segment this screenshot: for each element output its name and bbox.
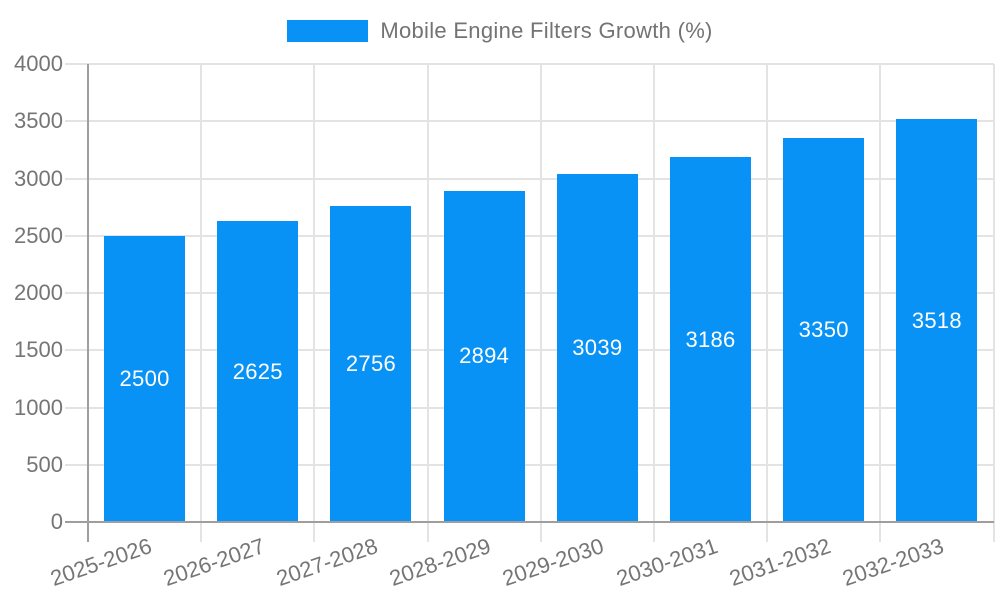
x-gridline — [879, 64, 882, 542]
y-gridline — [65, 406, 994, 409]
bar[interactable]: 2625 — [217, 221, 299, 522]
bar-value-label: 2756 — [345, 351, 397, 377]
bar[interactable]: 2500 — [104, 235, 186, 522]
y-tick-label: 3000 — [14, 165, 63, 191]
y-tick-label: 2000 — [14, 280, 63, 305]
y-gridline — [65, 292, 994, 294]
y-tick-label: 3500 — [14, 108, 63, 134]
legend-swatch — [287, 20, 369, 42]
bar-value-label: 2625 — [232, 358, 283, 384]
y-tick-label: 4000 — [14, 51, 63, 76]
y-gridline — [65, 177, 994, 180]
x-gridline — [313, 64, 316, 542]
x-gridline — [200, 64, 203, 542]
y-tick-label: 2500 — [14, 222, 63, 248]
bar-value-label: 3518 — [911, 307, 962, 333]
bar[interactable]: 3350 — [783, 138, 865, 522]
y-gridline — [65, 234, 994, 237]
y-gridline — [65, 463, 994, 466]
y-tick-label: 1000 — [14, 394, 63, 420]
x-axis-line — [65, 521, 994, 523]
legend[interactable]: Mobile Engine Filters Growth (%) — [0, 18, 1000, 44]
bar[interactable]: 2756 — [330, 206, 412, 522]
y-gridline — [65, 349, 994, 352]
bar[interactable]: 3518 — [896, 119, 978, 522]
x-gridline — [539, 64, 542, 542]
x-gridline — [992, 64, 995, 542]
y-gridline — [65, 63, 994, 65]
bar[interactable]: 2894 — [443, 190, 525, 522]
x-gridline — [426, 64, 429, 542]
bar-value-label: 3350 — [798, 317, 849, 343]
bar-value-label: 3039 — [572, 335, 623, 360]
y-gridline — [65, 120, 994, 123]
y-tick-label: 500 — [26, 451, 63, 477]
bar[interactable]: 3039 — [556, 174, 638, 522]
bar-value-label: 3186 — [685, 326, 736, 352]
y-axis-line — [87, 64, 89, 542]
legend-label: Mobile Engine Filters Growth (%) — [380, 18, 713, 43]
bar[interactable]: 3186 — [670, 157, 752, 522]
x-gridline — [652, 64, 655, 542]
bar-value-label: 2894 — [459, 343, 510, 369]
y-tick-label: 1500 — [14, 337, 63, 363]
bar-value-label: 2500 — [119, 365, 170, 391]
x-gridline — [766, 64, 769, 542]
y-tick-label: 0 — [50, 509, 63, 534]
